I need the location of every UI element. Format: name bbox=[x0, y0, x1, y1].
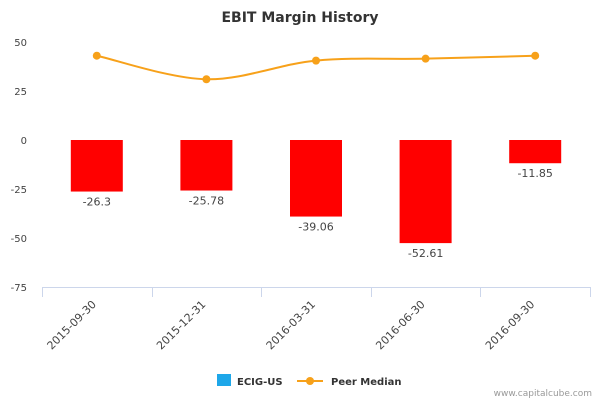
peer-median-point bbox=[202, 75, 211, 84]
x-tick-label: 2016-03-31 bbox=[264, 298, 318, 352]
bar-data-label: -25.78 bbox=[189, 195, 224, 208]
peer-median-point bbox=[531, 51, 540, 60]
legend-label-ecig: ECIG-US bbox=[237, 377, 283, 388]
bar-ecig-us bbox=[180, 140, 233, 191]
y-tick-label: -50 bbox=[11, 234, 27, 245]
y-tick-label: -75 bbox=[11, 283, 27, 294]
x-tick-label: 2016-06-30 bbox=[373, 298, 427, 352]
bar-data-label: -52.61 bbox=[408, 247, 443, 260]
chart-title: EBIT Margin History bbox=[221, 10, 378, 26]
bar-ecig-us bbox=[509, 140, 562, 164]
bar-data-label: -11.85 bbox=[517, 167, 552, 180]
x-tick-label: 2015-09-30 bbox=[45, 298, 99, 352]
footer-credit: www.capitalcube.com bbox=[494, 389, 592, 399]
y-tick-label: -25 bbox=[11, 185, 27, 196]
y-tick-label: 50 bbox=[14, 38, 27, 49]
bar-ecig-us bbox=[290, 140, 342, 217]
bar-data-label: -26.3 bbox=[83, 196, 111, 209]
peer-median-point bbox=[421, 54, 430, 63]
bar-data-label: -39.06 bbox=[298, 221, 333, 234]
legend-item-peer-median[interactable]: Peer Median bbox=[297, 377, 402, 388]
plot-area: 50 25 0 -25 -50 -75 -26.3 -25.78 -39.06 -52.61 -11… bbox=[11, 38, 591, 352]
legend[interactable]: ECIG-US Peer Median bbox=[217, 374, 402, 388]
peer-median-point bbox=[312, 56, 320, 65]
bar-ecig-us bbox=[70, 140, 123, 192]
y-tick-label: 0 bbox=[21, 136, 27, 147]
legend-item-ecig[interactable]: ECIG-US bbox=[217, 374, 283, 388]
y-tick-label: 25 bbox=[14, 87, 27, 98]
bar-ecig-us bbox=[399, 140, 452, 244]
legend-marker-peer-median bbox=[306, 377, 314, 385]
legend-label-peer-median: Peer Median bbox=[331, 377, 402, 388]
peer-median-point bbox=[92, 51, 101, 60]
x-tick-label: 2016-09-30 bbox=[483, 298, 537, 352]
legend-swatch-ecig bbox=[217, 374, 231, 386]
x-tick-label: 2015-12-31 bbox=[154, 298, 208, 352]
